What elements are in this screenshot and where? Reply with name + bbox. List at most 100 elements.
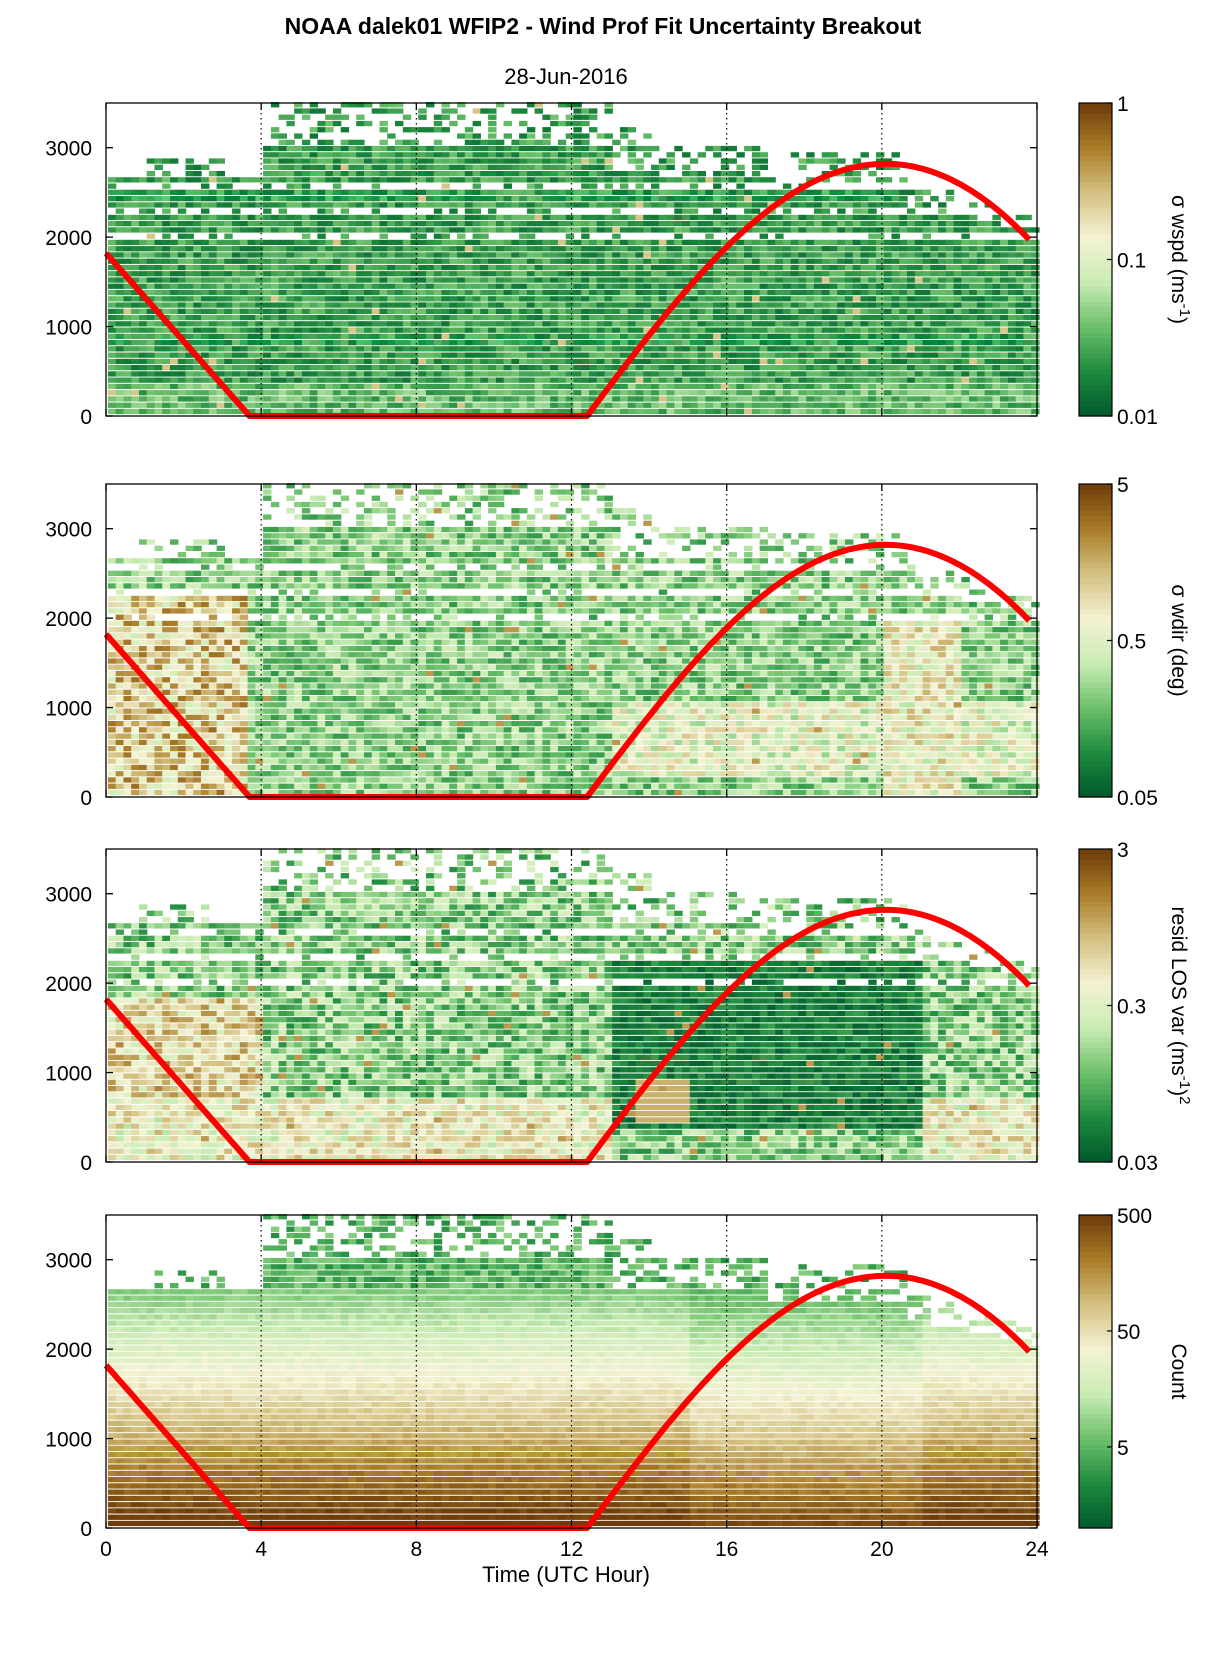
heatmap-cell (945, 252, 955, 258)
heatmap-cell (170, 321, 179, 327)
heatmap-cell (845, 189, 854, 195)
heatmap-cell (945, 340, 955, 346)
heatmap-cell (1023, 327, 1032, 333)
heatmap-cell (317, 302, 326, 308)
heatmap-cell (596, 196, 606, 202)
heatmap-cell (332, 321, 342, 327)
heatmap-cell (449, 371, 458, 377)
heatmap-cell (177, 396, 187, 402)
heatmap-cell (969, 271, 978, 277)
heatmap-cell (782, 189, 792, 195)
heatmap-cell (395, 271, 404, 277)
heatmap-cell (395, 221, 404, 227)
heatmap-cell (208, 171, 218, 177)
heatmap-cell (301, 145, 311, 152)
heatmap-cell (107, 183, 117, 189)
heatmap-cell (565, 239, 575, 246)
heatmap-cell (480, 377, 489, 383)
heatmap-cell (821, 296, 831, 302)
heatmap-cell (263, 189, 272, 195)
heatmap-cell (635, 365, 644, 371)
heatmap-cell (922, 239, 931, 246)
heatmap-cell (573, 152, 582, 158)
heatmap-cell (674, 340, 683, 346)
heatmap-cell (488, 333, 497, 339)
heatmap-cell (139, 714, 148, 720)
heatmap-cell (139, 371, 148, 377)
heatmap-cell (643, 277, 652, 283)
heatmap-cell (131, 302, 140, 308)
heatmap-cell (441, 108, 450, 114)
heatmap-cell (301, 164, 311, 170)
heatmap-cell (969, 202, 978, 208)
heatmap-cell (914, 371, 924, 377)
heatmap-cell (177, 358, 187, 365)
heatmap-cell (526, 264, 536, 271)
heatmap-cell (550, 383, 559, 390)
heatmap-cell (976, 283, 986, 289)
heatmap-cell (534, 102, 543, 108)
heatmap-cell (332, 408, 342, 415)
heatmap-cell (557, 214, 567, 221)
heatmap-cell (356, 383, 365, 390)
heatmap-cell (860, 377, 869, 383)
heatmap-cell (1015, 321, 1025, 327)
heatmap-cell (775, 221, 784, 227)
heatmap-cell (938, 214, 947, 221)
heatmap-cell (294, 302, 303, 308)
heatmap-cell (736, 177, 745, 183)
heatmap-cell (224, 271, 233, 277)
heatmap-cell (395, 383, 404, 390)
heatmap-cell (852, 302, 862, 308)
heatmap-cell (666, 214, 675, 221)
heatmap-cell (511, 333, 520, 339)
heatmap-cell (247, 246, 256, 252)
heatmap-cell (891, 333, 900, 339)
heatmap-cell (806, 390, 815, 396)
heatmap-cell (759, 283, 768, 289)
heatmap-cell (829, 383, 838, 390)
heatmap-cell (131, 289, 140, 296)
colorbar-segment (1079, 384, 1112, 391)
heatmap-cell (720, 402, 730, 408)
heatmap-cell (495, 296, 505, 302)
heatmap-cell (674, 352, 683, 358)
heatmap-cell (728, 371, 737, 377)
heatmap-cell (309, 271, 319, 277)
heatmap-cell (418, 221, 427, 227)
colorbar-tick-label: 0.01 (1117, 406, 1158, 429)
heatmap-cell (643, 396, 652, 402)
heatmap-cell (907, 383, 916, 390)
heatmap-cell (216, 390, 225, 396)
heatmap-cell (790, 327, 800, 333)
heatmap-cell (294, 271, 303, 277)
heatmap-cell (131, 627, 140, 633)
heatmap-cell (542, 365, 551, 371)
heatmap-cell (356, 271, 365, 277)
heatmap-cell (371, 365, 381, 371)
heatmap-cell (550, 177, 559, 183)
heatmap-cell (433, 120, 443, 127)
heatmap-cell (457, 352, 466, 358)
heatmap-cell (519, 402, 528, 408)
heatmap-cell (410, 352, 419, 358)
heatmap-cell (146, 239, 156, 246)
heatmap-cell (426, 171, 435, 177)
heatmap-cell (472, 221, 481, 227)
heatmap-cell (387, 283, 396, 289)
heatmap-cell (736, 383, 745, 390)
heatmap-cell (596, 302, 606, 308)
heatmap-cell (224, 233, 233, 239)
heatmap-cell (131, 752, 140, 758)
heatmap-cell (728, 346, 737, 352)
heatmap-cell (441, 283, 450, 289)
heatmap-cell (131, 308, 140, 314)
heatmap-cell (402, 390, 412, 396)
heatmap-cell (976, 340, 986, 346)
heatmap-cell (627, 177, 637, 183)
heatmap-cell (309, 152, 319, 158)
heatmap-cell (526, 133, 536, 139)
heatmap-cell (332, 308, 342, 314)
heatmap-cell (294, 214, 303, 221)
